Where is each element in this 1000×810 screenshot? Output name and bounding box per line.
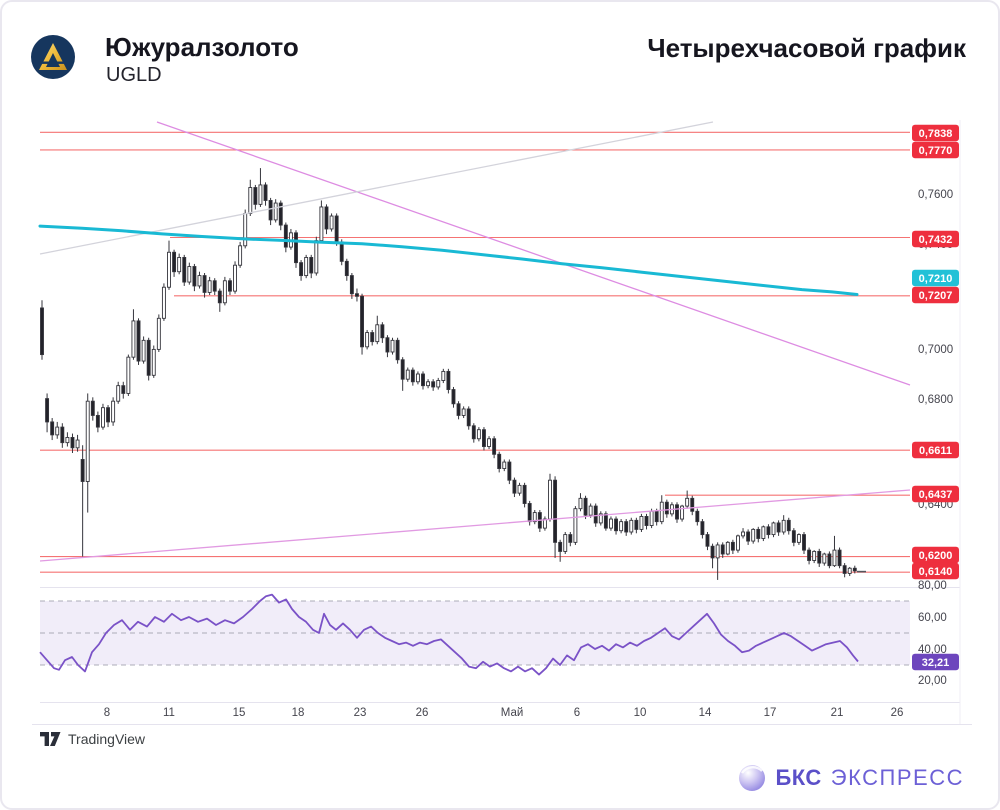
svg-text:0,7770: 0,7770 [919, 145, 953, 157]
svg-text:40,00: 40,00 [918, 644, 947, 656]
svg-text:0,7432: 0,7432 [919, 234, 953, 246]
svg-text:0,6611: 0,6611 [919, 445, 952, 457]
svg-text:10: 10 [634, 707, 647, 719]
svg-text:60,00: 60,00 [918, 612, 947, 624]
svg-text:0,6800: 0,6800 [918, 394, 953, 406]
svg-text:0,6140: 0,6140 [919, 566, 953, 578]
svg-text:32,21: 32,21 [922, 657, 950, 669]
svg-text:0,7210: 0,7210 [919, 273, 953, 285]
svg-text:18: 18 [292, 707, 305, 719]
price-axis-labels: 0,76000,74000,70000,68000,640080,0060,00… [918, 189, 953, 687]
rsi-band [40, 600, 910, 666]
moving-average-line [38, 224, 859, 296]
svg-text:0,6200: 0,6200 [919, 550, 953, 562]
tradingview-label: TradingView [68, 731, 146, 747]
svg-text:17: 17 [764, 707, 777, 719]
bks-brand-light: ЭКСПРЕСС [830, 765, 964, 790]
svg-text:23: 23 [354, 707, 367, 719]
svg-text:26: 26 [416, 707, 429, 719]
candlestick-series [40, 168, 857, 580]
svg-text:20,00: 20,00 [918, 675, 947, 687]
tradingview-attribution[interactable]: TradingView [40, 731, 145, 747]
time-axis-labels: 8 11 15 18 23 26 Май 6 10 14 17 21 26 [104, 707, 904, 719]
svg-text:6: 6 [574, 707, 580, 719]
svg-text:11: 11 [163, 707, 175, 719]
svg-text:0,7207: 0,7207 [919, 290, 953, 302]
pane-separators [32, 120, 972, 725]
ticker-label: UGLD [106, 64, 162, 86]
uzhuralzoloto-logo-icon [31, 35, 75, 79]
svg-text:26: 26 [891, 707, 904, 719]
price-axis-badges: 0,7838 0,7770 0,7432 0,7210 0,7207 0,6611 0,64… [912, 124, 959, 671]
timeframe-heading: Четырехчасовой график [647, 33, 966, 63]
svg-text:0,7838: 0,7838 [919, 128, 953, 140]
svg-text:8: 8 [104, 707, 110, 719]
tradingview-icon [40, 731, 61, 746]
svg-text:14: 14 [699, 707, 712, 719]
svg-text:0,6437: 0,6437 [919, 489, 953, 501]
svg-text:Май: Май [501, 707, 524, 719]
bks-express-logo: БКС ЭКСПРЕСС [738, 764, 964, 792]
svg-text:15: 15 [233, 707, 246, 719]
svg-text:21: 21 [831, 707, 844, 719]
price-level-lines [40, 131, 910, 573]
svg-text:80,00: 80,00 [918, 580, 947, 592]
bks-sphere-icon [739, 765, 766, 791]
bks-brand-bold: БКС [775, 765, 822, 790]
svg-text:0,7000: 0,7000 [918, 344, 953, 356]
svg-text:0,7600: 0,7600 [918, 189, 953, 201]
rsi-line [39, 593, 859, 676]
page-title: Южуралзолото [105, 32, 299, 62]
